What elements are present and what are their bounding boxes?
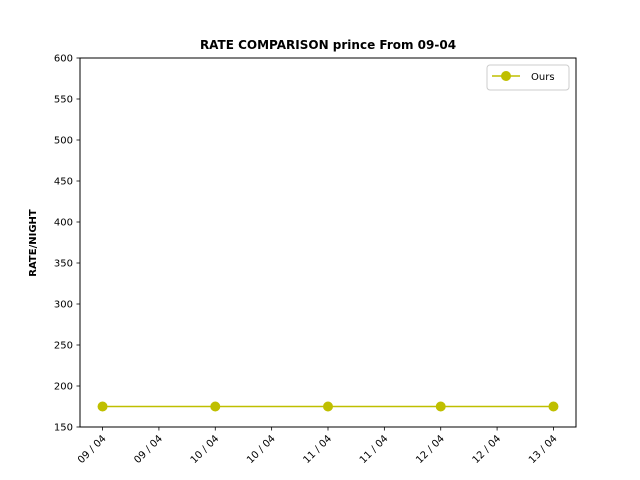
y-tick-label: 350	[54, 259, 73, 270]
y-tick-label: 200	[54, 382, 73, 393]
y-tick-label: 150	[54, 423, 73, 434]
chart-title: RATE COMPARISON prince From 09-04	[200, 38, 456, 52]
y-tick-label: 250	[54, 341, 73, 352]
x-tick-label: 09 / 04	[76, 433, 109, 466]
x-axis-ticks: 09 / 04 09 / 04 10 / 04 10 / 04 11 / 04 11 / …	[76, 427, 560, 466]
x-tick-label: 11 / 04	[358, 433, 391, 466]
legend-box	[486, 64, 570, 91]
y-axis-ticks: 150 200 250 300 350 400 450 500 550 600	[54, 54, 80, 434]
x-tick-label: 10 / 04	[189, 433, 222, 466]
y-tick-label: 300	[54, 300, 73, 311]
y-tick-label: 500	[54, 136, 73, 147]
legend-marker-swatch	[501, 71, 511, 81]
y-tick-label: 550	[54, 95, 73, 106]
data-point	[210, 401, 221, 412]
legend: Ours	[486, 64, 570, 91]
x-tick-label: 11 / 04	[301, 433, 334, 466]
y-tick-label: 450	[54, 177, 73, 188]
data-point	[548, 401, 559, 412]
x-tick-label: 12 / 04	[414, 433, 447, 466]
x-tick-label: 13 / 04	[527, 433, 560, 466]
y-tick-label: 600	[54, 54, 73, 65]
x-tick-label: 12 / 04	[471, 433, 504, 466]
data-point	[323, 401, 333, 412]
series-layer	[97, 401, 559, 412]
x-tick-label: 09 / 04	[132, 433, 165, 466]
y-tick-label: 400	[54, 218, 73, 229]
y-axis-title: RATE/NIGHT	[28, 209, 39, 277]
legend-label-ours: Ours	[531, 72, 555, 83]
plot-area-frame	[79, 57, 577, 428]
data-point	[435, 401, 446, 412]
x-tick-label: 10 / 04	[245, 433, 278, 466]
data-point	[97, 401, 108, 412]
